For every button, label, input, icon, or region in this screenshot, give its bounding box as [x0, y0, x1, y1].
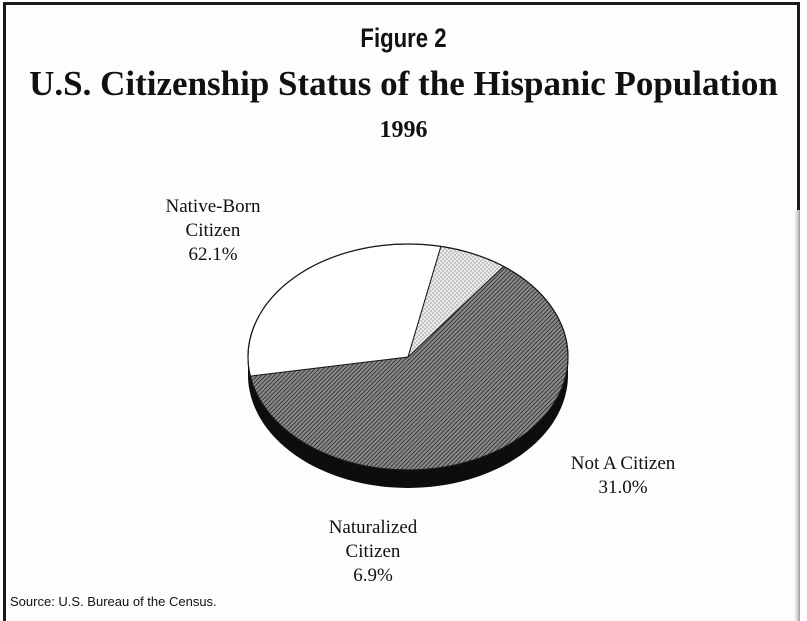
slice-label-line: Native-Born	[165, 196, 261, 217]
slice-label-native-born: Native-Born Citizen 62.1%	[158, 195, 268, 267]
slice-value: 62.1%	[188, 244, 238, 265]
slice-label-naturalized: Naturalized Citizen 6.9%	[318, 516, 428, 588]
slice-label-line: Citizen	[345, 541, 401, 562]
page-edge-shadow	[794, 210, 800, 621]
figure-label: Figure 2	[360, 23, 447, 53]
slice-label-line: Not A Citizen	[570, 453, 676, 474]
slice-label-line: Citizen	[185, 220, 241, 241]
source-note: Source: U.S. Bureau of the Census.	[10, 594, 217, 609]
slice-label-line: Naturalized	[328, 517, 418, 538]
chart-subtitle: 1996	[379, 117, 428, 143]
slice-label-not-a-citizen: Not A Citizen 31.0%	[548, 452, 698, 500]
chart-title: U.S. Citizenship Status of the Hispanic …	[29, 64, 778, 103]
slice-value: 31.0%	[598, 477, 648, 498]
slice-value: 6.9%	[353, 565, 393, 586]
pie-outline	[247, 243, 569, 471]
